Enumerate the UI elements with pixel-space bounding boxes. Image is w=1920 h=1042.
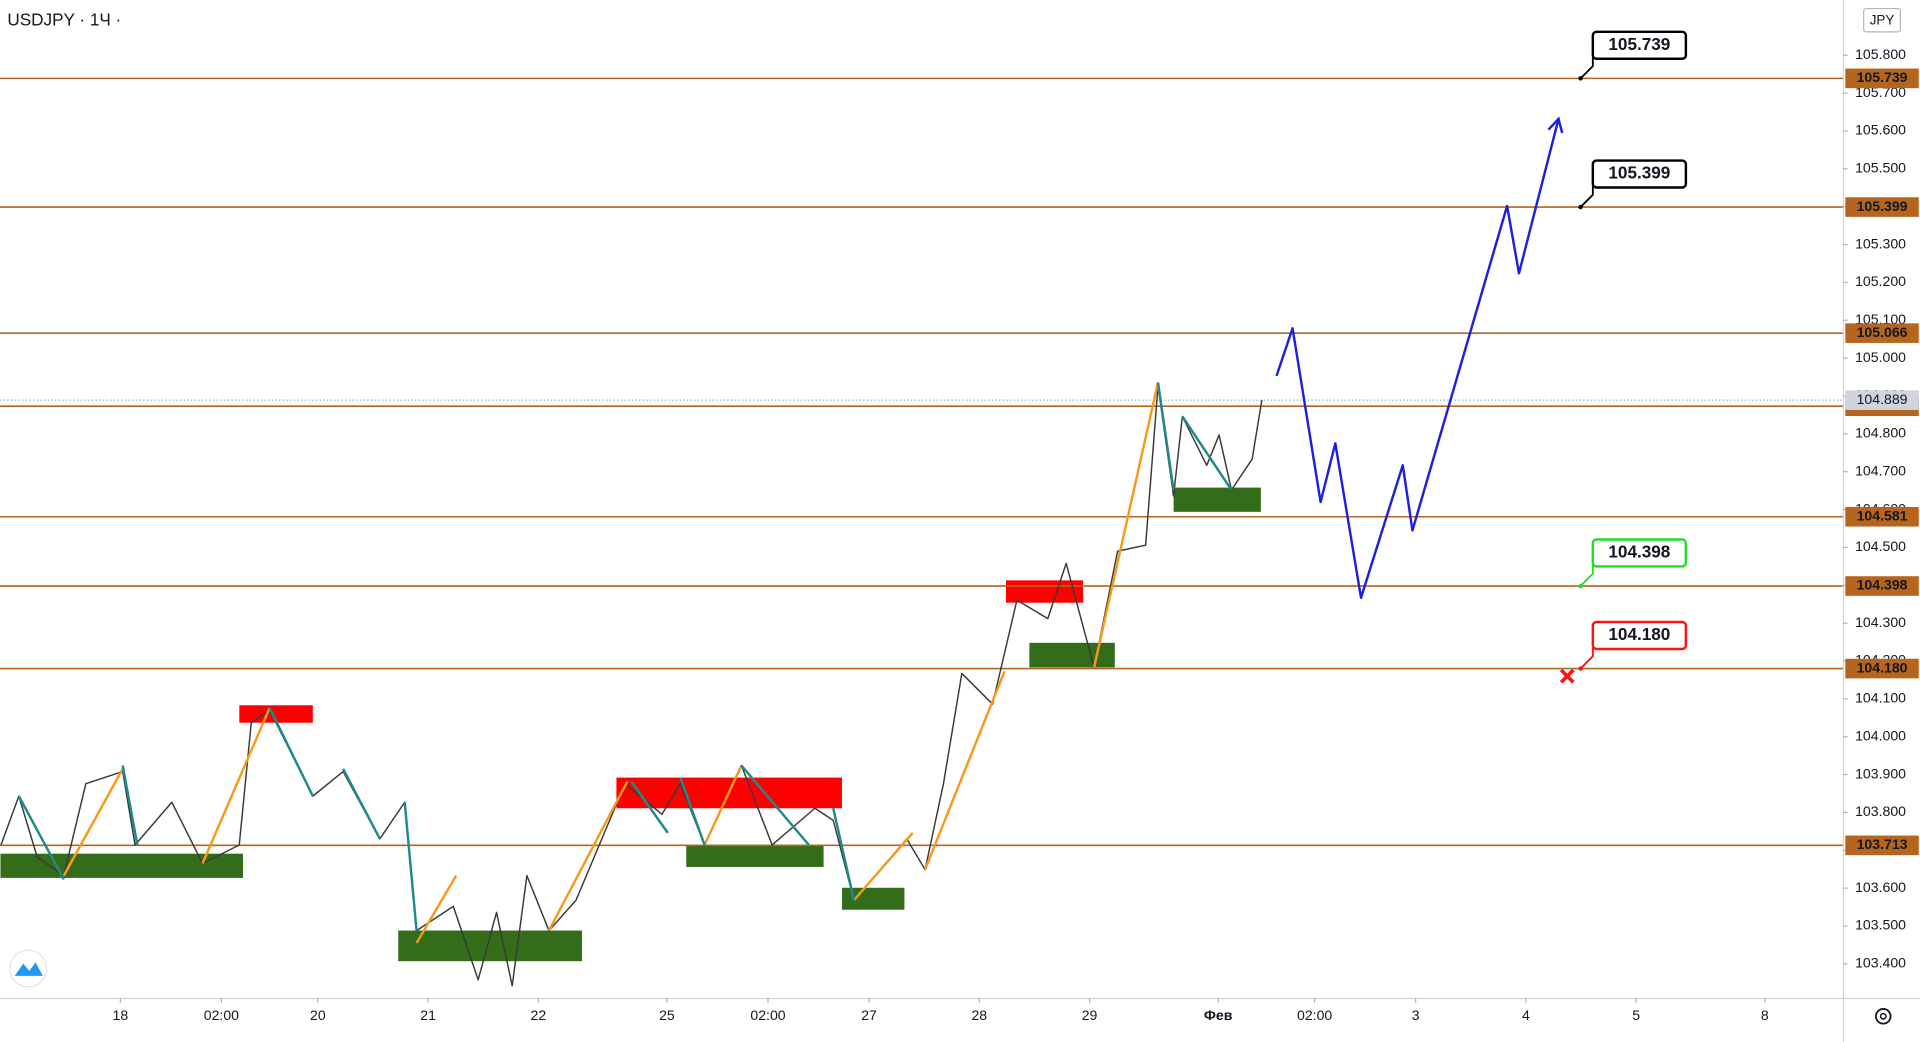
x-tick-label: 02:00 — [204, 1007, 239, 1023]
zone — [1173, 487, 1261, 512]
level-price-badge — [1845, 323, 1919, 343]
callout-box — [1591, 159, 1688, 189]
gear-ring — [1875, 1008, 1892, 1025]
y-tick-label: 105.100 — [1855, 311, 1906, 327]
callout-tail — [1579, 647, 1594, 670]
y-tick-label: 105.300 — [1855, 235, 1906, 251]
x-tick-label: 27 — [861, 1007, 877, 1023]
stop-marker — [1559, 668, 1575, 684]
y-tick-label: 104.300 — [1855, 614, 1906, 630]
y-tick-label: 105.600 — [1855, 122, 1906, 138]
series-line — [1275, 118, 1560, 599]
y-tick-label: 104.500 — [1855, 538, 1906, 554]
callout-label: 105.739 — [1608, 34, 1670, 54]
current-price-badge — [1845, 390, 1919, 410]
y-tick-label: 104.100 — [1855, 690, 1906, 706]
level-price-label: 104.398 — [1857, 577, 1908, 593]
y-tick-label: 103.400 — [1855, 955, 1906, 971]
level-price-badge — [1845, 576, 1919, 596]
x-tick-label: 3 — [1412, 1007, 1420, 1023]
y-tick-label: 103.600 — [1855, 879, 1906, 895]
x-tick-label: 29 — [1082, 1007, 1098, 1023]
arrow-head — [1547, 116, 1564, 134]
y-tick-label: 105.500 — [1855, 160, 1906, 176]
level-price-badge — [1845, 68, 1919, 89]
x-tick-label: 8 — [1761, 1007, 1769, 1023]
y-tick-label: 104.700 — [1855, 462, 1906, 478]
zone — [0, 853, 243, 878]
x-tick-label: 25 — [659, 1007, 675, 1023]
callout-label: 104.398 — [1608, 542, 1670, 562]
current-price-label: 104.889 — [1857, 391, 1908, 407]
y-tick-label: 104.000 — [1855, 727, 1906, 743]
level-price-badge — [1845, 835, 1919, 856]
y-tick-label: 105.200 — [1855, 273, 1906, 289]
plot-area: 105.739 105.399 104.398 104.180 — [0, 30, 1843, 987]
series-line — [62, 382, 1160, 944]
callout-box — [1591, 538, 1688, 568]
callout-box — [1591, 620, 1688, 651]
y-tick-label: 104.800 — [1855, 425, 1906, 441]
x-tick-label: Фев — [1204, 1007, 1233, 1023]
zone — [1029, 642, 1115, 668]
logo-circle[interactable] — [9, 949, 48, 988]
callout-label: 104.180 — [1608, 624, 1670, 644]
y-tick-label: 103.900 — [1855, 765, 1906, 781]
callout-box — [1591, 30, 1688, 60]
zone — [686, 844, 824, 867]
level-price-label: 104.180 — [1857, 659, 1908, 675]
x-tick-label: 4 — [1522, 1007, 1530, 1023]
stop-cross — [1559, 668, 1575, 684]
level-price-badge — [1845, 197, 1919, 217]
currency-badge[interactable] — [1863, 7, 1902, 33]
tradingview-logo[interactable] — [9, 949, 48, 988]
logo-mark — [14, 962, 43, 976]
level-price-label: 105.066 — [1857, 324, 1908, 340]
level-price-label: 105.399 — [1857, 198, 1908, 214]
x-tick-label: 28 — [971, 1007, 987, 1023]
settings-button[interactable] — [1875, 1008, 1892, 1025]
chart-title: USDJPY · 1Ч · — [7, 9, 121, 29]
callout-tail — [1579, 186, 1594, 208]
x-tick-label: 02:00 — [750, 1007, 785, 1023]
callout-label: 105.399 — [1608, 163, 1670, 183]
x-tick-label: 02:00 — [1297, 1007, 1332, 1023]
y-tick-label: 103.500 — [1855, 917, 1906, 933]
zone — [841, 887, 905, 910]
level-price-badge — [1845, 658, 1919, 679]
series-line — [0, 385, 1263, 987]
level-price-badge — [1845, 506, 1919, 527]
series-line — [17, 382, 1233, 931]
x-tick-label: 5 — [1632, 1007, 1640, 1023]
level-price-label: 104.581 — [1857, 507, 1908, 523]
y-tick-label: 105.800 — [1855, 46, 1906, 62]
x-tick-label: 21 — [420, 1007, 436, 1023]
level-price-label: 103.713 — [1857, 836, 1908, 852]
callout-tail — [1579, 57, 1594, 80]
x-tick-label: 18 — [113, 1007, 129, 1023]
y-tick-label: 103.800 — [1855, 803, 1906, 819]
callout-tail — [1579, 565, 1594, 587]
gear-hub — [1879, 1012, 1887, 1020]
x-tick-label: 20 — [310, 1007, 326, 1023]
currency-label: JPY — [1870, 12, 1895, 27]
level-price-label: 105.739 — [1857, 69, 1908, 85]
y-tick-label: 105.000 — [1855, 349, 1906, 365]
x-tick-label: 22 — [531, 1007, 547, 1023]
